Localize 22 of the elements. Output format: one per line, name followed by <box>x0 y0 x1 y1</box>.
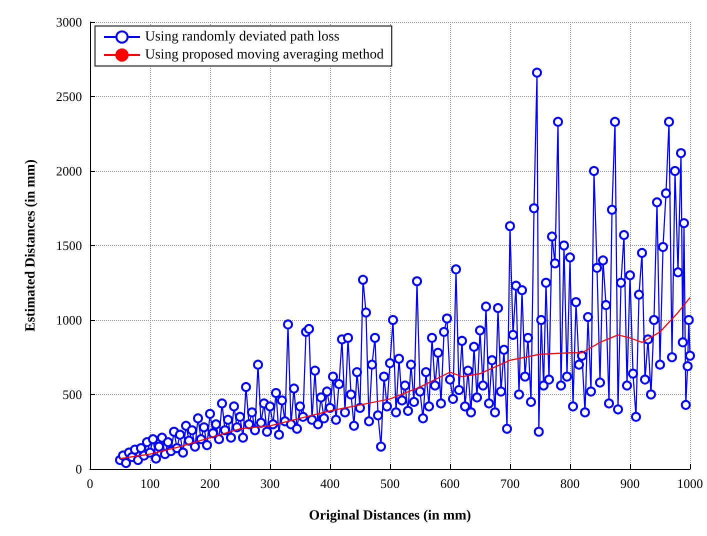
y-tick-label: 2500 <box>56 89 82 104</box>
y-tick-label: 3000 <box>56 14 82 30</box>
x-tick-label: 0 <box>86 476 94 491</box>
x-tick-label: 600 <box>440 476 460 491</box>
y-tick-label: 0 <box>76 462 82 476</box>
y-tick-label: 1500 <box>56 238 82 253</box>
x-tick-label: 1000 <box>677 476 703 491</box>
x-tick-label: 200 <box>200 476 220 491</box>
x-tick-label: 500 <box>380 476 400 491</box>
x-tick-label: 100 <box>140 476 160 491</box>
x-tick-label: 900 <box>620 476 640 491</box>
y-tick-label: 2000 <box>56 164 82 178</box>
x-tick-label: 400 <box>320 476 340 491</box>
y-axis-title: Estimated Distances (in mm) <box>24 159 38 332</box>
legend-label: Using proposed moving averaging method <box>145 48 384 62</box>
y-tick-label: 1000 <box>56 312 82 328</box>
x-tick-label: 800 <box>560 476 580 491</box>
x-tick-label: 700 <box>500 476 520 491</box>
legend-label: Using randomly deviated path loss <box>145 30 340 44</box>
x-tick-label: 300 <box>260 476 280 491</box>
x-axis-title: Original Distances (in mm) <box>308 508 472 524</box>
y-tick-label: 500 <box>62 387 82 402</box>
